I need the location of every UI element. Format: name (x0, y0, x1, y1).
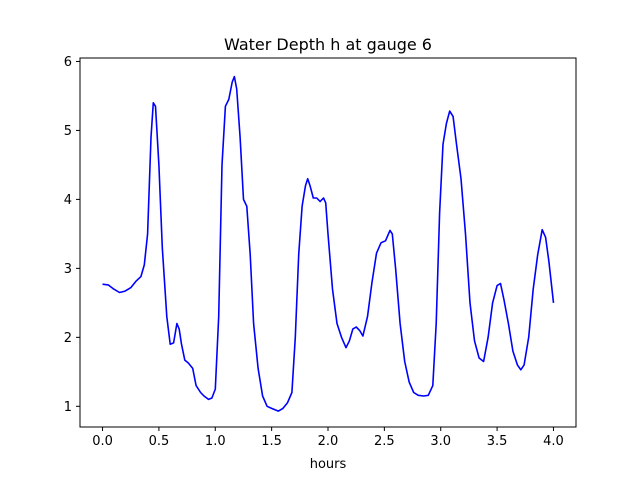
y-tick-label-1: 2 (64, 331, 72, 346)
y-tick-label-4: 5 (64, 124, 72, 139)
y-tick-label-2: 3 (64, 262, 72, 277)
x-tick-label-1: 0.5 (149, 434, 170, 449)
x-tick-label-5: 2.5 (374, 434, 395, 449)
x-tick-label-4: 2.0 (318, 434, 339, 449)
x-tick-label-3: 1.5 (261, 434, 282, 449)
x-axis-label: hours (310, 457, 347, 472)
x-tick-label-0: 0.0 (92, 434, 113, 449)
x-tick-label-7: 3.5 (487, 434, 508, 449)
y-tick-label-3: 4 (64, 193, 72, 208)
x-tick-label-8: 4.0 (543, 434, 564, 449)
x-tick-label-6: 3.0 (430, 434, 451, 449)
plot-area: 0.0 0.5 1.0 1.5 2.0 2.5 3.0 3.5 4.0 1 2 3 4 5 6 (64, 55, 577, 449)
y-tick-label-0: 1 (64, 400, 72, 415)
x-tick-label-2: 1.0 (205, 434, 226, 449)
y-tick-label-5: 6 (64, 55, 72, 70)
chart-title: Water Depth h at gauge 6 (224, 35, 432, 54)
series-line-0 (102, 75, 555, 412)
